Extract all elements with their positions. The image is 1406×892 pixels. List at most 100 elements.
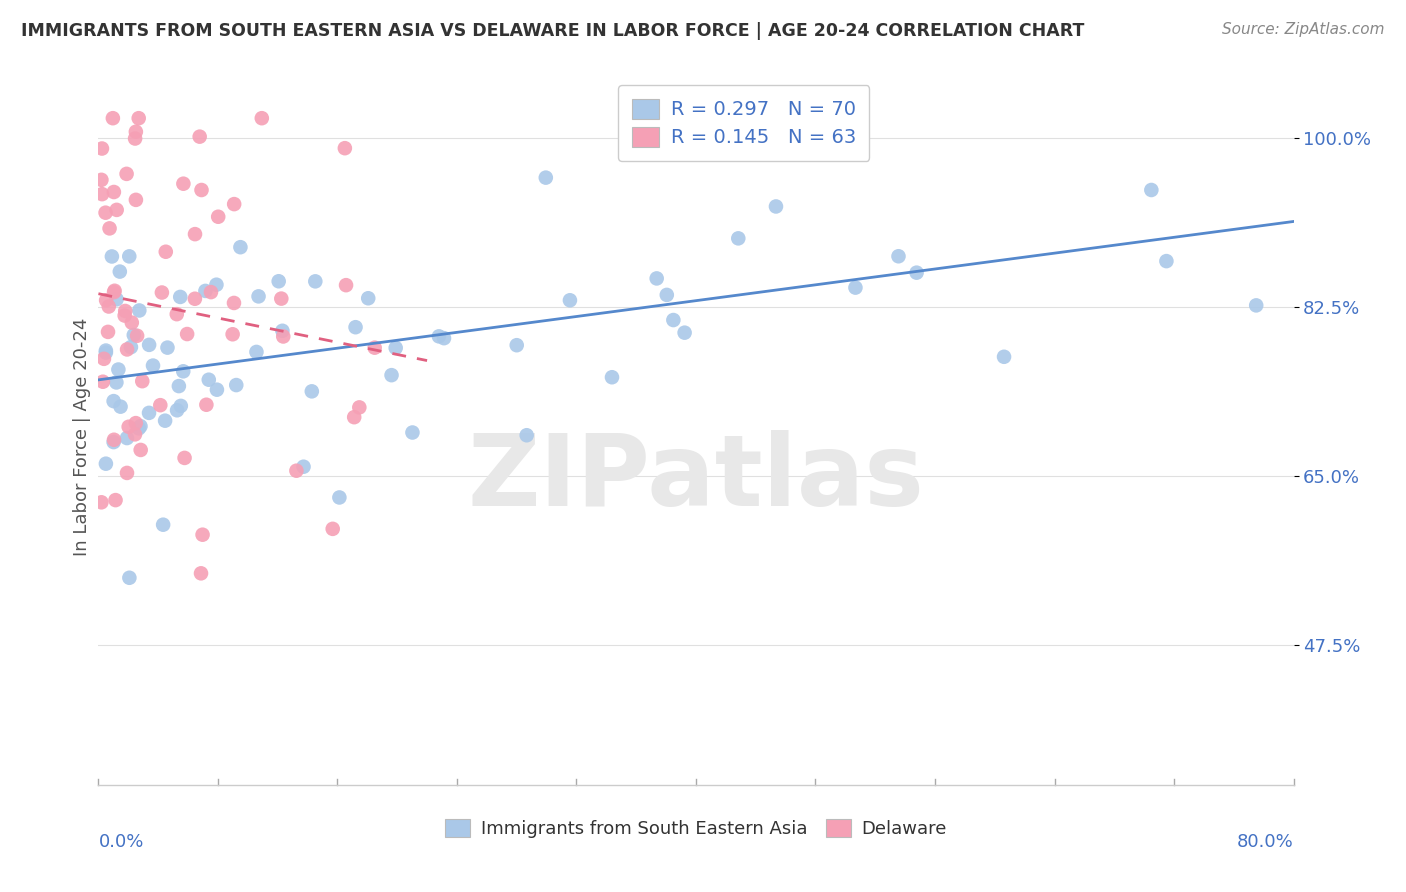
Point	[142, 359, 165, 373]
Point	[344, 320, 367, 334]
Point	[190, 566, 212, 581]
Point	[97, 325, 120, 339]
Point	[271, 324, 294, 338]
Point	[91, 142, 114, 156]
Point	[107, 362, 129, 376]
Point	[905, 266, 928, 280]
Point	[90, 173, 112, 187]
Text: 0.0%: 0.0%	[98, 833, 143, 851]
Point	[98, 221, 121, 235]
Point	[221, 327, 243, 342]
Point	[184, 227, 207, 241]
Point	[427, 329, 450, 343]
Point	[105, 292, 128, 306]
Point	[384, 341, 406, 355]
Point	[128, 111, 150, 125]
Point	[104, 284, 127, 298]
Point	[125, 193, 148, 207]
Point	[558, 293, 581, 308]
Point	[122, 328, 145, 343]
Point	[993, 350, 1015, 364]
Point	[645, 271, 668, 285]
Point	[110, 400, 132, 414]
Point	[363, 341, 385, 355]
Text: ZIPatlas: ZIPatlas	[468, 430, 924, 527]
Point	[727, 231, 749, 245]
Point	[225, 378, 247, 392]
Point	[292, 459, 315, 474]
Point	[114, 304, 136, 318]
Point	[138, 406, 160, 420]
Point	[90, 495, 112, 509]
Point	[191, 527, 214, 541]
Point	[91, 375, 114, 389]
Point	[118, 419, 141, 434]
Text: Source: ZipAtlas.com: Source: ZipAtlas.com	[1222, 22, 1385, 37]
Point	[129, 442, 152, 457]
Point	[97, 300, 120, 314]
Point	[184, 292, 207, 306]
Text: 80.0%: 80.0%	[1237, 833, 1294, 851]
Point	[152, 517, 174, 532]
Point	[343, 410, 366, 425]
Point	[335, 278, 357, 293]
Point	[1140, 183, 1163, 197]
Point	[118, 571, 141, 585]
Point	[124, 427, 146, 442]
Point	[401, 425, 423, 440]
Point	[120, 340, 142, 354]
Point	[516, 428, 538, 442]
Point	[673, 326, 696, 340]
Point	[94, 343, 117, 358]
Point	[207, 210, 229, 224]
Point	[94, 205, 117, 219]
Point	[94, 457, 117, 471]
Point	[1156, 254, 1178, 268]
Point	[328, 491, 350, 505]
Point	[115, 343, 138, 357]
Point	[138, 338, 160, 352]
Point	[93, 351, 115, 366]
Point	[250, 111, 273, 125]
Point	[301, 384, 323, 399]
Point	[247, 289, 270, 303]
Point	[155, 244, 177, 259]
Point	[115, 431, 138, 445]
Point	[153, 414, 176, 428]
Point	[166, 403, 188, 417]
Point	[839, 120, 862, 135]
Y-axis label: In Labor Force | Age 20-24: In Labor Force | Age 20-24	[73, 318, 91, 557]
Point	[304, 274, 326, 288]
Point	[101, 111, 124, 125]
Point	[124, 131, 146, 145]
Point	[103, 185, 125, 199]
Point	[170, 399, 193, 413]
Point	[765, 199, 787, 213]
Point	[380, 368, 402, 383]
Point	[222, 296, 245, 310]
Point	[167, 379, 190, 393]
Point	[101, 250, 124, 264]
Point	[506, 338, 529, 352]
Point	[195, 398, 218, 412]
Point	[108, 264, 131, 278]
Point	[115, 167, 138, 181]
Point	[156, 341, 179, 355]
Point	[118, 249, 141, 263]
Point	[270, 292, 292, 306]
Point	[600, 370, 623, 384]
Point	[128, 421, 150, 435]
Point	[662, 313, 685, 327]
Point	[205, 383, 228, 397]
Point	[433, 331, 456, 345]
Point	[103, 394, 125, 409]
Legend: Immigrants from South Eastern Asia, Delaware: Immigrants from South Eastern Asia, Dela…	[437, 812, 955, 846]
Point	[129, 419, 152, 434]
Point	[534, 170, 557, 185]
Point	[166, 307, 188, 321]
Point	[131, 374, 153, 388]
Point	[127, 328, 149, 343]
Point	[105, 376, 128, 390]
Point	[103, 435, 125, 450]
Point	[267, 274, 290, 288]
